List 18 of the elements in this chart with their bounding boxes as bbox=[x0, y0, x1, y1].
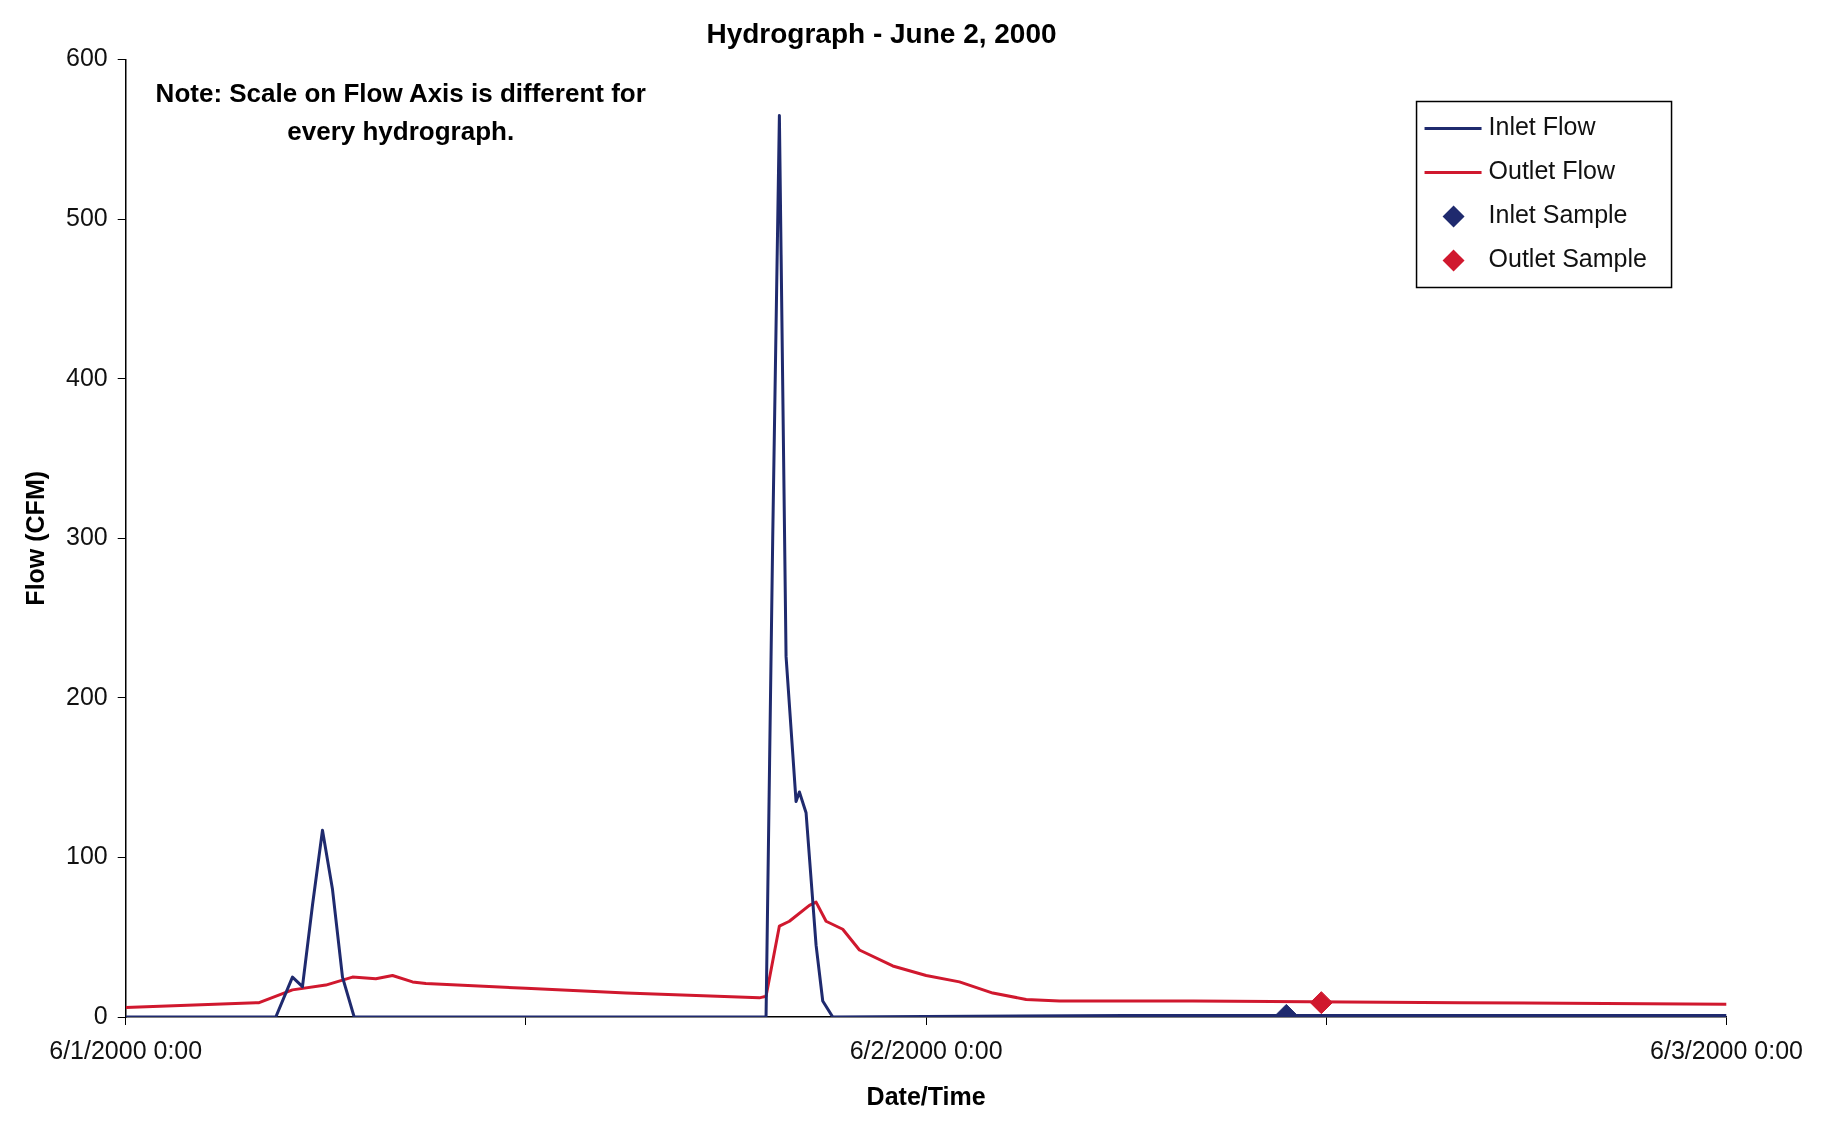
x-tick-label: 6/2/2000 0:00 bbox=[849, 1035, 1003, 1064]
x-axis-title: Date/Time bbox=[866, 1081, 986, 1110]
y-tick-label: 100 bbox=[65, 841, 108, 870]
y-tick-label: 400 bbox=[65, 362, 108, 391]
legend-label: Inlet Sample bbox=[1488, 200, 1628, 229]
x-tick-label: 6/1/2000 0:00 bbox=[49, 1035, 203, 1064]
y-axis-title: Flow (CFM) bbox=[20, 470, 49, 606]
y-tick-label: 600 bbox=[65, 43, 108, 72]
y-tick-label: 200 bbox=[65, 681, 108, 710]
chart-title: Hydrograph - June 2, 2000 bbox=[706, 17, 1057, 49]
y-tick-label: 300 bbox=[65, 522, 108, 551]
y-tick-label: 0 bbox=[93, 1000, 108, 1029]
legend-label: Outlet Flow bbox=[1488, 156, 1616, 185]
legend-label: Inlet Flow bbox=[1488, 112, 1597, 141]
x-tick-label: 6/3/2000 0:00 bbox=[1650, 1035, 1803, 1064]
legend-label: Outlet Sample bbox=[1488, 244, 1647, 273]
annotation: Note: Scale on Flow Axis is different for every hydrograph. bbox=[155, 77, 646, 146]
y-tick-label: 500 bbox=[65, 203, 108, 232]
